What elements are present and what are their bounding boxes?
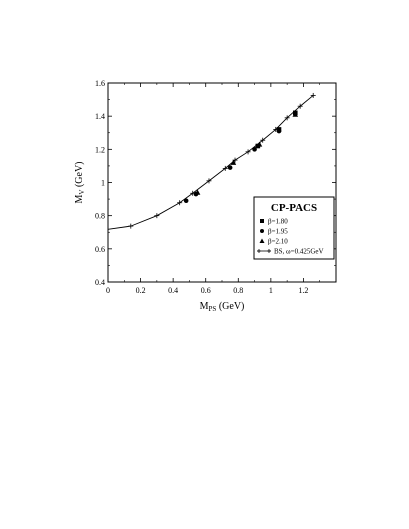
circle-marker	[260, 229, 264, 233]
y-tick-label: 0.8	[95, 212, 105, 221]
x-axis-label-subscript: PS	[209, 305, 217, 313]
plus-marker	[206, 178, 212, 184]
y-axis-label-unit: (GeV)	[74, 161, 85, 189]
x-tick-label: 1.2	[298, 286, 308, 295]
y-tick-label: 1.6	[95, 79, 105, 88]
legend: CP-PACS β=1.80 β=1.95 β=2.10 BS, ω=0.425GeV	[253, 196, 335, 260]
legend-entry-label: β=1.80	[268, 218, 288, 226]
triangle-marker	[259, 238, 265, 243]
plus-marker	[310, 92, 316, 98]
triangle-marker	[230, 159, 237, 165]
plus-marker	[267, 249, 271, 253]
x-tick-label: 1	[269, 286, 273, 295]
x-tick-label: 0.6	[201, 286, 211, 295]
y-tick-label: 0.6	[95, 245, 105, 254]
legend-box	[253, 196, 335, 260]
x-tick-label: 0	[106, 286, 110, 295]
plus-marker	[154, 213, 160, 219]
legend-entry-label: β=1.95	[268, 228, 288, 236]
plus-marker	[245, 149, 251, 155]
circle-marker	[276, 128, 282, 134]
triangle-marker	[292, 111, 299, 117]
legend-entries: β=1.80 β=1.95 β=2.10 BS, ω=0.425GeV	[257, 218, 324, 256]
plus-marker	[177, 200, 183, 206]
circle-marker	[252, 147, 257, 152]
y-axis-label-subscript: V	[78, 190, 86, 195]
data-marks	[128, 92, 316, 229]
x-tick-label: 0.8	[233, 286, 243, 295]
circle-marker	[183, 198, 189, 204]
plus-marker	[257, 249, 261, 253]
legend-entry-label: β=2.10	[268, 238, 288, 246]
triangle-marker	[194, 189, 201, 195]
triangle-marker	[256, 141, 263, 147]
x-axis-label-unit: (GeV)	[216, 301, 244, 312]
y-axis-label: MV (GeV)	[74, 161, 86, 203]
plus-marker	[222, 165, 228, 171]
y-tick-label: 1.2	[95, 145, 105, 154]
y-tick-label: 1.4	[95, 112, 105, 121]
plot-axes: 0 0.2 0.4 0.6 0.8 1 1.2 0.4 0.6 0.8 1 1.2 1.4 1.6	[95, 79, 337, 295]
plus-marker	[128, 223, 134, 229]
bs-curve	[107, 95, 314, 230]
x-tick-label: 0.2	[136, 286, 146, 295]
y-tick-label: 1	[101, 179, 105, 188]
square-marker	[260, 219, 264, 223]
plus-marker	[297, 103, 303, 109]
circle-marker	[227, 165, 233, 170]
plus-marker	[260, 137, 266, 143]
y-tick-label: 0.4	[95, 278, 105, 287]
legend-title: CP-PACS	[271, 202, 317, 214]
legend-entry-label: BS, ω=0.425GeV	[274, 248, 324, 256]
plus-marker	[284, 115, 290, 121]
bs-curve-layer	[107, 95, 314, 230]
x-tick-label: 0.4	[168, 286, 178, 295]
x-axis-label: MPS (GeV)	[200, 301, 245, 313]
